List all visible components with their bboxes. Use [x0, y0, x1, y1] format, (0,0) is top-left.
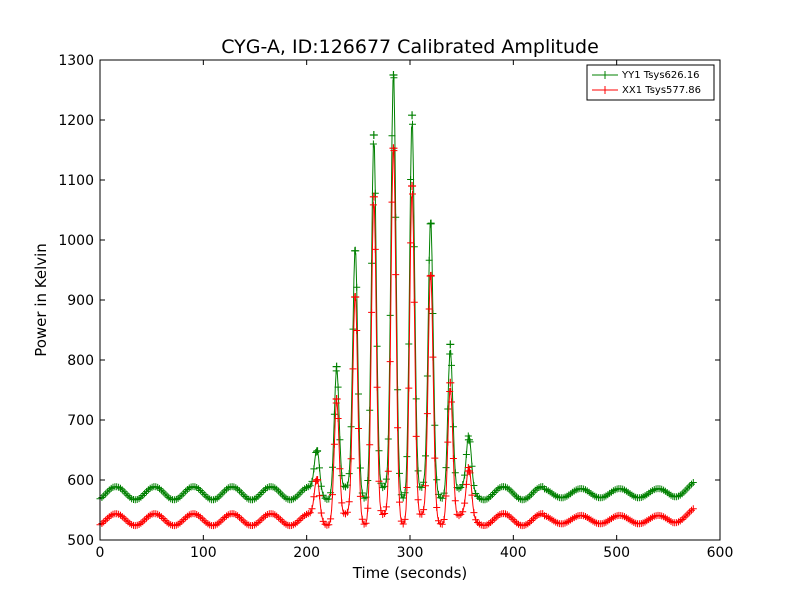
peak-marker — [313, 447, 321, 456]
peak-marker — [369, 131, 378, 139]
y-tick-label: 1300 — [58, 53, 94, 69]
peak-marker — [332, 362, 341, 371]
x-axis-label: Time (seconds) — [352, 564, 468, 582]
x-tick-label: 300 — [397, 545, 424, 561]
peak-marker — [464, 435, 473, 444]
y-tick-label: 1100 — [58, 173, 94, 189]
y-tick-label: 1200 — [58, 113, 94, 129]
legend-marker-xx1 — [601, 86, 609, 94]
y-tick-label: 1000 — [58, 233, 94, 249]
peak-marker — [426, 219, 435, 228]
peak-marker — [446, 378, 455, 387]
legend-marker-yy1 — [601, 71, 609, 79]
y-axis-label: Power in Kelvin — [32, 243, 50, 357]
y-tick-label: 700 — [67, 413, 94, 429]
x-tick-label: 500 — [603, 545, 630, 561]
peak-marker — [389, 144, 398, 153]
legend-label-xx1: XX1 Tsys577.86 — [622, 85, 701, 96]
x-tick-label: 400 — [500, 545, 527, 561]
peak-marker — [389, 71, 398, 79]
legend-label-yy1: YY1 Tsys626.16 — [621, 70, 700, 81]
y-tick-label: 500 — [67, 533, 94, 549]
y-tick-label: 600 — [67, 473, 94, 489]
y-tick-label: 800 — [67, 353, 94, 369]
chart-title: CYG-A, ID:126677 Calibrated Amplitude — [221, 36, 599, 58]
peak-marker — [369, 192, 378, 201]
x-tick-label: 100 — [190, 545, 217, 561]
x-tick-label: 0 — [96, 545, 105, 561]
x-tick-label: 600 — [707, 545, 734, 561]
y-tick-label: 900 — [67, 293, 94, 309]
peak-marker — [408, 182, 417, 190]
legend: YY1 Tsys626.16 XX1 Tsys577.86 — [586, 64, 715, 101]
peak-marker — [426, 272, 435, 280]
peak-marker — [446, 340, 455, 349]
peak-marker — [332, 395, 341, 403]
peak-marker — [464, 467, 473, 475]
peak-marker — [408, 111, 417, 120]
legend-box — [586, 64, 715, 101]
peak-marker — [313, 476, 321, 484]
series-0 — [96, 71, 697, 504]
x-tick-label: 200 — [293, 545, 320, 561]
peak-marker — [351, 293, 360, 301]
plot-area: 0 100 200 300 400 500 600 500 600 700 800 900 1000 11… — [58, 53, 733, 561]
peak-marker — [351, 246, 360, 255]
ticks-layer: 0 100 200 300 400 500 600 500 600 700 800 900 1000 11… — [58, 53, 733, 561]
